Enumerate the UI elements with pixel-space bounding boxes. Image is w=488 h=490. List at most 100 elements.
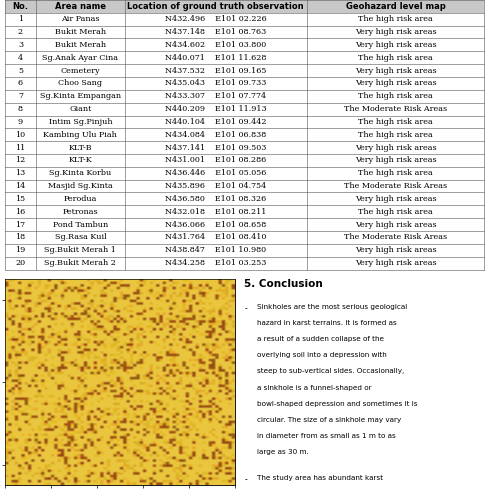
- Text: KLT-K: KLT-K: [68, 156, 92, 165]
- Text: N431.764    E101 08.410: N431.764 E101 08.410: [165, 233, 266, 242]
- Text: N432.018    E101 08.211: N432.018 E101 08.211: [165, 208, 266, 216]
- Text: N432.496    E101 02.226: N432.496 E101 02.226: [164, 15, 266, 23]
- Polygon shape: [5, 39, 483, 51]
- Text: N434.084    E101 06.838: N434.084 E101 06.838: [165, 131, 266, 139]
- Text: Very high risk areas: Very high risk areas: [354, 28, 435, 36]
- Text: N436.446    E101 05.056: N436.446 E101 05.056: [165, 169, 266, 177]
- Text: The Moderate Risk Areas: The Moderate Risk Areas: [343, 233, 446, 242]
- Polygon shape: [5, 128, 483, 141]
- Polygon shape: [5, 64, 483, 77]
- Polygon shape: [5, 0, 483, 13]
- Text: bowl-shaped depression and sometimes it is: bowl-shaped depression and sometimes it …: [256, 401, 416, 407]
- Text: Sg.Kinta Empangan: Sg.Kinta Empangan: [40, 92, 121, 100]
- Polygon shape: [5, 193, 483, 205]
- Polygon shape: [5, 154, 483, 167]
- Text: steep to sub-vertical sides. Occasionally,: steep to sub-vertical sides. Occasionall…: [256, 368, 403, 374]
- Text: The high risk area: The high risk area: [357, 54, 432, 62]
- Text: Perodua: Perodua: [63, 195, 97, 203]
- Text: -: -: [244, 475, 247, 484]
- Text: N438.847    E101 10.980: N438.847 E101 10.980: [165, 246, 266, 254]
- Text: Sg.Bukit Merah 2: Sg.Bukit Merah 2: [44, 259, 116, 267]
- Text: Very high risk areas: Very high risk areas: [354, 259, 435, 267]
- Text: No.: No.: [12, 2, 28, 11]
- Text: a sinkhole is a funnel-shaped or: a sinkhole is a funnel-shaped or: [256, 385, 370, 391]
- Text: Giant: Giant: [69, 105, 91, 113]
- Polygon shape: [5, 141, 483, 154]
- Polygon shape: [5, 13, 483, 25]
- Text: Very high risk areas: Very high risk areas: [354, 246, 435, 254]
- Text: Geohazard level map: Geohazard level map: [345, 2, 445, 11]
- Text: N433.307    E101 07.774: N433.307 E101 07.774: [165, 92, 266, 100]
- Text: 1: 1: [18, 15, 23, 23]
- Polygon shape: [5, 257, 483, 270]
- Text: 8: 8: [18, 105, 23, 113]
- Text: Very high risk areas: Very high risk areas: [354, 156, 435, 165]
- Text: 2: 2: [18, 28, 23, 36]
- Polygon shape: [5, 279, 234, 485]
- Text: 6: 6: [18, 79, 23, 87]
- Text: 5. Conclusion: 5. Conclusion: [244, 279, 323, 289]
- Text: N435.896    E101 04.754: N435.896 E101 04.754: [165, 182, 266, 190]
- Text: Petronas: Petronas: [62, 208, 98, 216]
- Polygon shape: [5, 231, 483, 244]
- Text: 15: 15: [15, 195, 25, 203]
- Text: N437.141    E101 09.503: N437.141 E101 09.503: [165, 144, 266, 151]
- Text: Location of ground truth observation: Location of ground truth observation: [127, 2, 304, 11]
- Text: Bukit Merah: Bukit Merah: [55, 28, 106, 36]
- Polygon shape: [5, 25, 483, 39]
- Text: N440.104    E101 09.442: N440.104 E101 09.442: [164, 118, 266, 126]
- Text: Very high risk areas: Very high risk areas: [354, 79, 435, 87]
- Text: The high risk area: The high risk area: [357, 92, 432, 100]
- Polygon shape: [5, 51, 483, 64]
- Text: circular. The size of a sinkhole may vary: circular. The size of a sinkhole may var…: [256, 417, 400, 423]
- Text: The high risk area: The high risk area: [357, 208, 432, 216]
- Text: 4: 4: [18, 54, 23, 62]
- Text: 9: 9: [18, 118, 23, 126]
- Text: Air Panas: Air Panas: [61, 15, 100, 23]
- Polygon shape: [5, 205, 483, 218]
- Text: in diameter from as small as 1 m to as: in diameter from as small as 1 m to as: [256, 433, 395, 439]
- Text: N440.071    E101 11.628: N440.071 E101 11.628: [165, 54, 266, 62]
- Text: 3: 3: [18, 41, 23, 49]
- Text: Sinkholes are the most serious geological: Sinkholes are the most serious geologica…: [256, 304, 406, 310]
- Polygon shape: [5, 180, 483, 193]
- Text: The Moderate Risk Areas: The Moderate Risk Areas: [343, 105, 446, 113]
- Text: Cemetery: Cemetery: [61, 67, 100, 74]
- Text: Very high risk areas: Very high risk areas: [354, 67, 435, 74]
- Text: 19: 19: [15, 246, 25, 254]
- Text: -: -: [244, 304, 247, 313]
- Text: Sg.Kinta Korbu: Sg.Kinta Korbu: [49, 169, 111, 177]
- Text: Sg.Bukit Merah 1: Sg.Bukit Merah 1: [44, 246, 116, 254]
- Text: N435.043    E101 09.733: N435.043 E101 09.733: [165, 79, 266, 87]
- Text: hazard in karst terrains. It is formed as: hazard in karst terrains. It is formed a…: [256, 320, 396, 326]
- Polygon shape: [5, 116, 483, 128]
- Text: 12: 12: [15, 156, 25, 165]
- Polygon shape: [5, 244, 483, 257]
- Text: The Moderate Risk Areas: The Moderate Risk Areas: [343, 182, 446, 190]
- Polygon shape: [5, 103, 483, 116]
- Polygon shape: [5, 218, 483, 231]
- Text: Masjid Sg.Kinta: Masjid Sg.Kinta: [48, 182, 113, 190]
- Text: The study area has abundant karst: The study area has abundant karst: [256, 475, 382, 481]
- Text: Kambing Ulu Piah: Kambing Ulu Piah: [43, 131, 117, 139]
- Text: Choo Sang: Choo Sang: [58, 79, 102, 87]
- Text: overlying soil into a depression with: overlying soil into a depression with: [256, 352, 386, 358]
- Text: N434.602    E101 03.800: N434.602 E101 03.800: [165, 41, 266, 49]
- Polygon shape: [5, 77, 483, 90]
- Text: 18: 18: [15, 233, 25, 242]
- Text: The high risk area: The high risk area: [357, 131, 432, 139]
- Text: N437.148    E101 08.763: N437.148 E101 08.763: [165, 28, 266, 36]
- Text: Very high risk areas: Very high risk areas: [354, 220, 435, 228]
- Text: Very high risk areas: Very high risk areas: [354, 144, 435, 151]
- Text: N436.066    E101 08.658: N436.066 E101 08.658: [165, 220, 266, 228]
- Text: Very high risk areas: Very high risk areas: [354, 195, 435, 203]
- Text: Very high risk areas: Very high risk areas: [354, 41, 435, 49]
- Text: a result of a sudden collapse of the: a result of a sudden collapse of the: [256, 336, 383, 342]
- Text: N436.580    E101 08.326: N436.580 E101 08.326: [165, 195, 266, 203]
- Text: 7: 7: [18, 92, 23, 100]
- Text: KLT-B: KLT-B: [68, 144, 92, 151]
- Text: Sg.Anak Ayar Cina: Sg.Anak Ayar Cina: [42, 54, 118, 62]
- Text: large as 30 m.: large as 30 m.: [256, 449, 308, 455]
- Text: Bukit Merah: Bukit Merah: [55, 41, 106, 49]
- Text: 14: 14: [15, 182, 25, 190]
